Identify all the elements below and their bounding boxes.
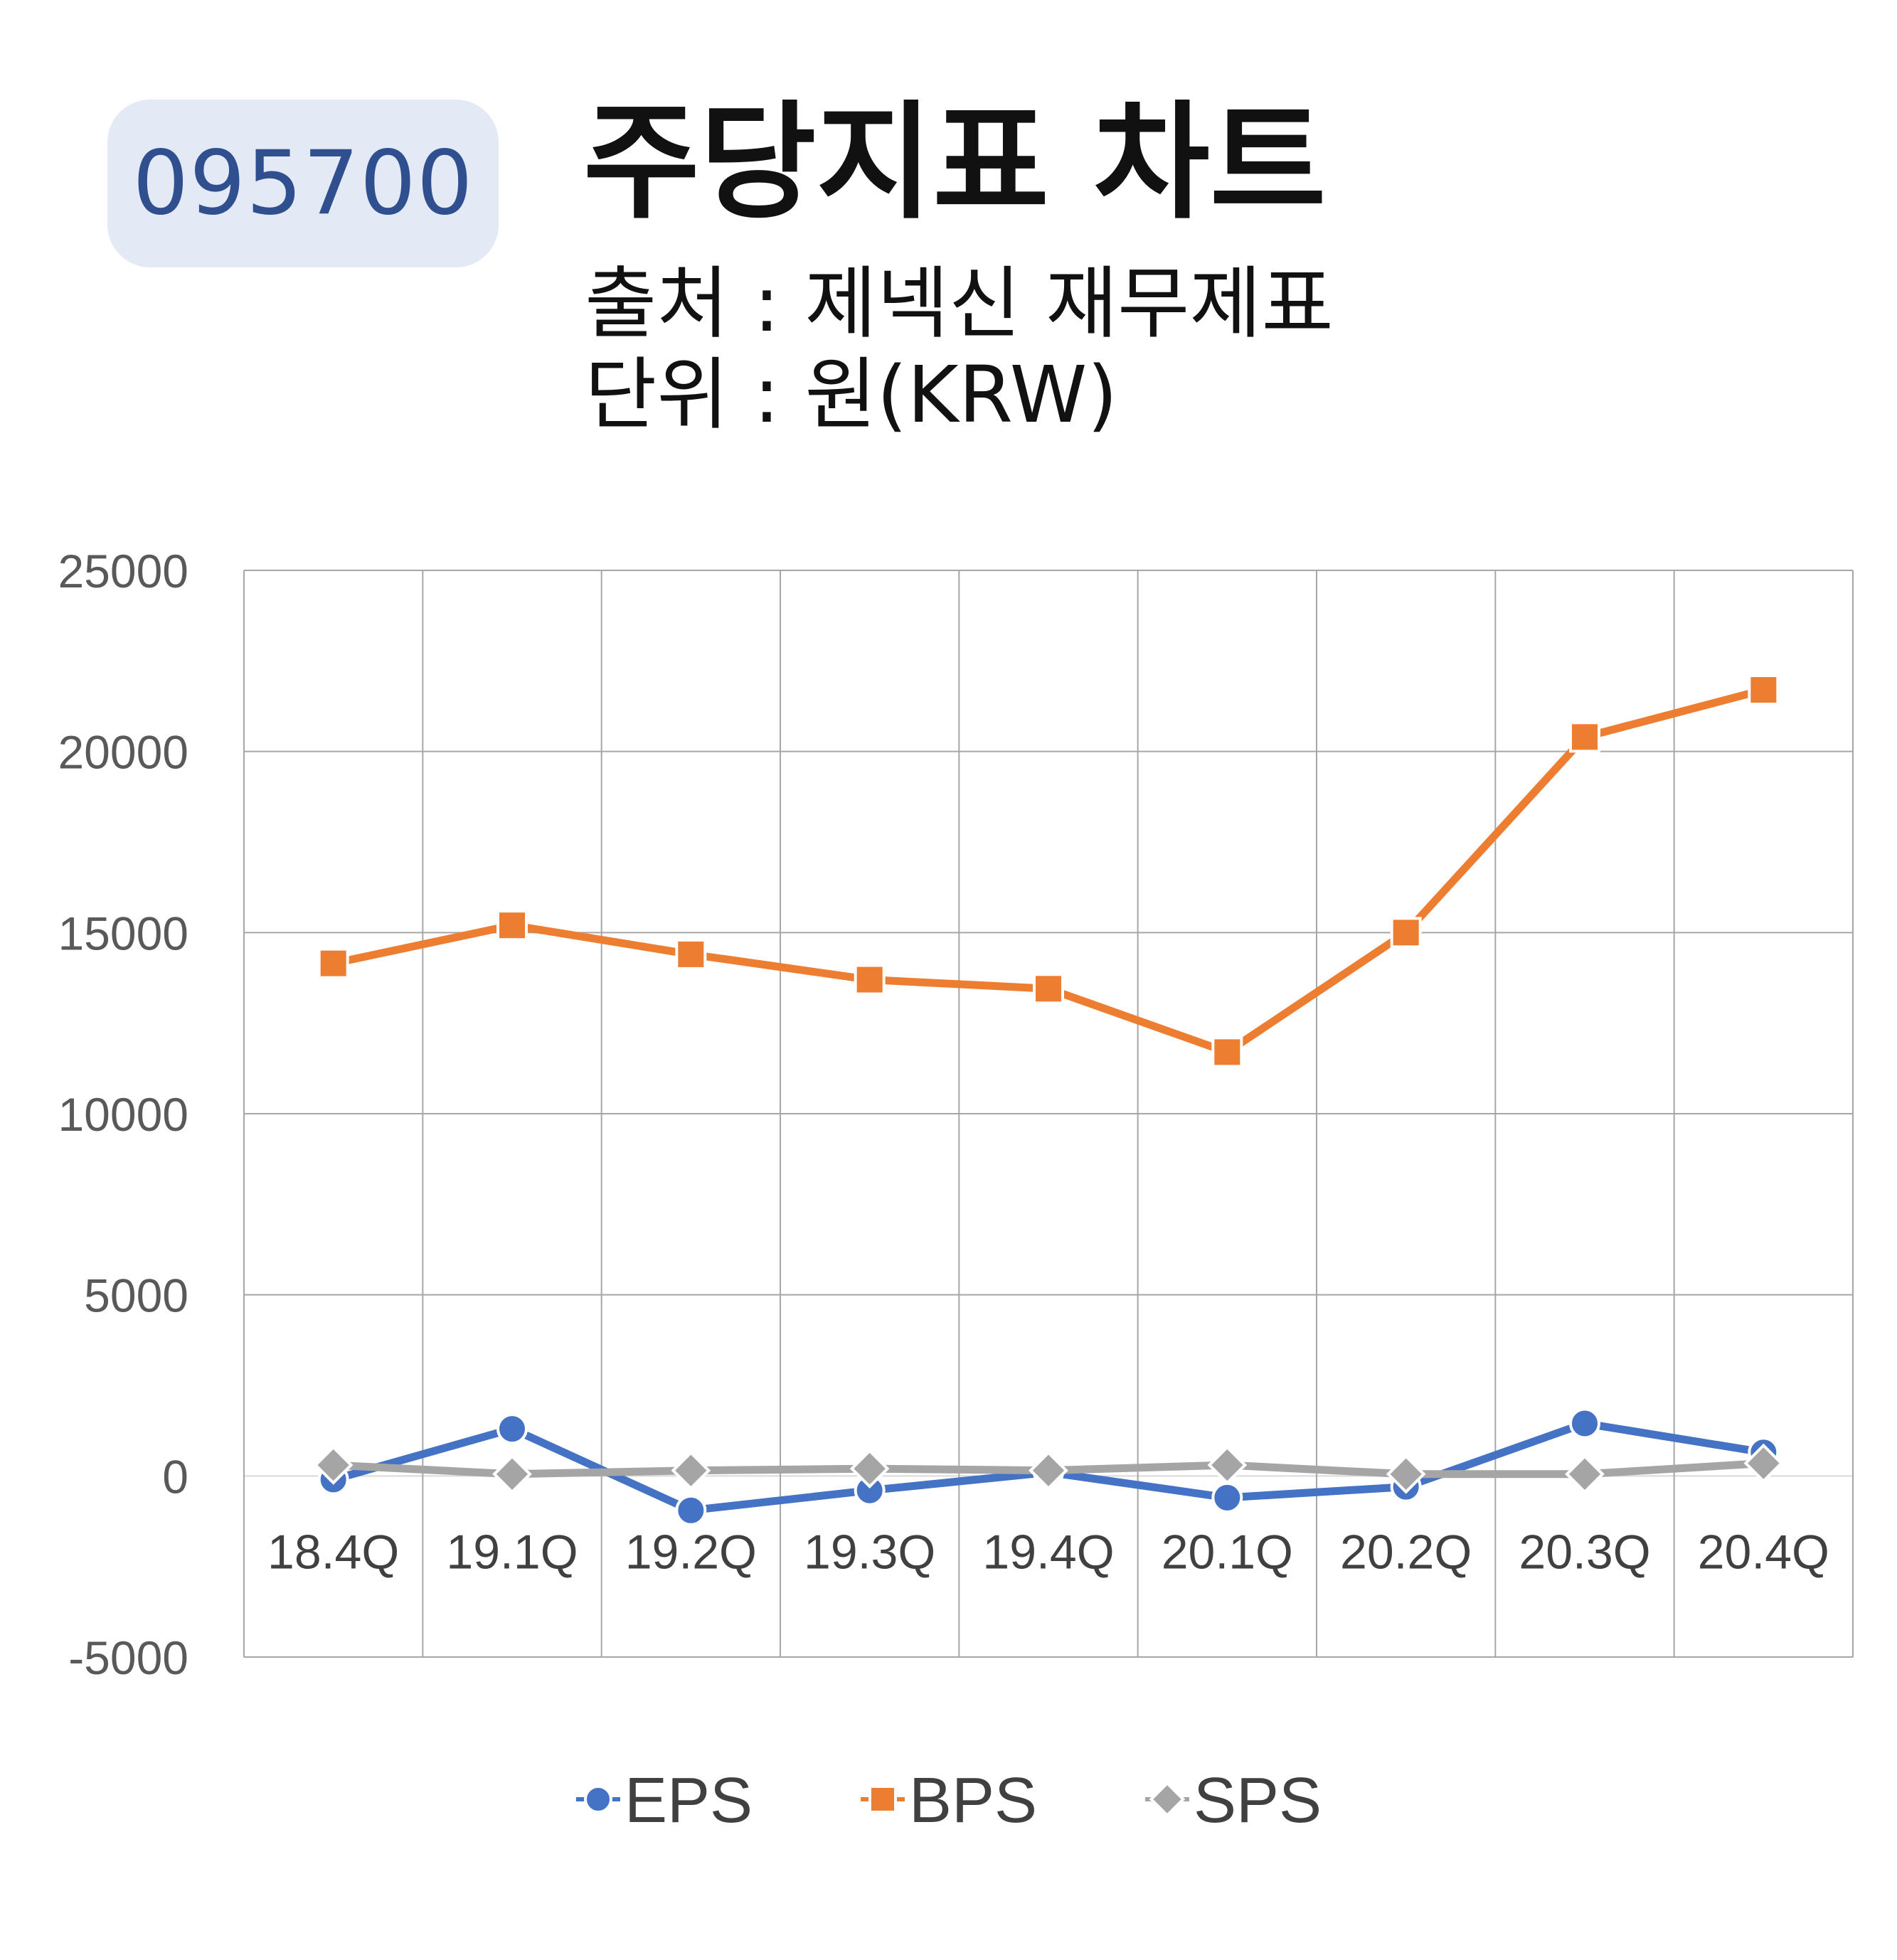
legend-label-bps: BPS — [909, 1765, 1037, 1836]
y-tick-label: 25000 — [58, 545, 188, 597]
x-tick-label: 18.4Q — [267, 1525, 399, 1579]
y-tick-label: -5000 — [68, 1631, 188, 1684]
legend-label-sps: SPS — [1194, 1765, 1322, 1836]
bps-point — [854, 964, 886, 996]
x-tick-label: 19.4Q — [982, 1525, 1114, 1579]
bps-point — [496, 910, 528, 942]
legend-item-sps: SPS — [1145, 1765, 1322, 1836]
chart-series — [313, 674, 1784, 1526]
sps-point — [1029, 1450, 1068, 1491]
legend-item-bps: BPS — [861, 1765, 1037, 1836]
legend-marker-sps — [1149, 1781, 1186, 1818]
eps-point — [1211, 1481, 1243, 1513]
bps-point — [1211, 1036, 1243, 1068]
sps-point — [1565, 1454, 1605, 1494]
y-axis-ticks: 25000 20000 15000 10000 5000 0 -5000 — [58, 545, 188, 1684]
chart-legend: EPS BPS SPS — [576, 1765, 1322, 1836]
y-tick-label: 10000 — [58, 1088, 188, 1141]
eps-point — [1569, 1407, 1600, 1439]
bps-point — [1033, 973, 1064, 1005]
sps-point — [492, 1454, 532, 1494]
y-tick-label: 15000 — [58, 907, 188, 959]
legend-item-eps: EPS — [576, 1765, 753, 1836]
x-tick-label: 20.4Q — [1698, 1525, 1829, 1579]
sps-point — [1207, 1445, 1248, 1485]
x-tick-label: 19.2Q — [625, 1525, 757, 1579]
chart-grid — [243, 570, 1854, 1658]
bps-point — [1748, 674, 1780, 706]
y-tick-label: 20000 — [58, 726, 188, 779]
bps-series — [317, 674, 1780, 1068]
x-tick-label: 19.3Q — [804, 1525, 935, 1579]
y-tick-label: 0 — [162, 1450, 188, 1503]
bps-point — [1390, 917, 1422, 949]
eps-point — [675, 1494, 707, 1526]
sps-point — [1386, 1454, 1426, 1494]
x-tick-label: 20.1Q — [1162, 1525, 1293, 1579]
stock-code-badge: 095700 — [107, 100, 499, 267]
sps-point — [1743, 1443, 1784, 1484]
eps-point — [496, 1413, 528, 1445]
x-tick-label: 20.3Q — [1519, 1525, 1650, 1579]
sps-point — [849, 1449, 890, 1488]
bps-point — [317, 947, 349, 979]
unit-note: 단위 : 원(KRW) — [585, 349, 1118, 440]
x-tick-label: 20.2Q — [1340, 1525, 1472, 1579]
source-note: 출처 : 제넥신 재무제표 — [585, 258, 1334, 349]
legend-marker-eps — [584, 1785, 612, 1813]
legend-marker-bps — [868, 1785, 897, 1813]
legend-label-eps: EPS — [625, 1765, 753, 1836]
chart-title: 주당지표 차트 — [583, 89, 1327, 236]
sps-point — [671, 1450, 711, 1491]
x-axis-ticks: 18.4Q 19.1Q 19.2Q 19.3Q 19.4Q 20.1Q 20.2Q 20.3Q… — [267, 1525, 1829, 1579]
sps-series — [313, 1443, 1784, 1494]
sps-point — [313, 1445, 354, 1485]
stock-code: 095700 — [132, 132, 474, 235]
x-tick-label: 19.1Q — [446, 1525, 578, 1579]
bps-point — [1569, 721, 1600, 753]
bps-point — [675, 938, 707, 970]
y-tick-label: 5000 — [84, 1269, 188, 1322]
